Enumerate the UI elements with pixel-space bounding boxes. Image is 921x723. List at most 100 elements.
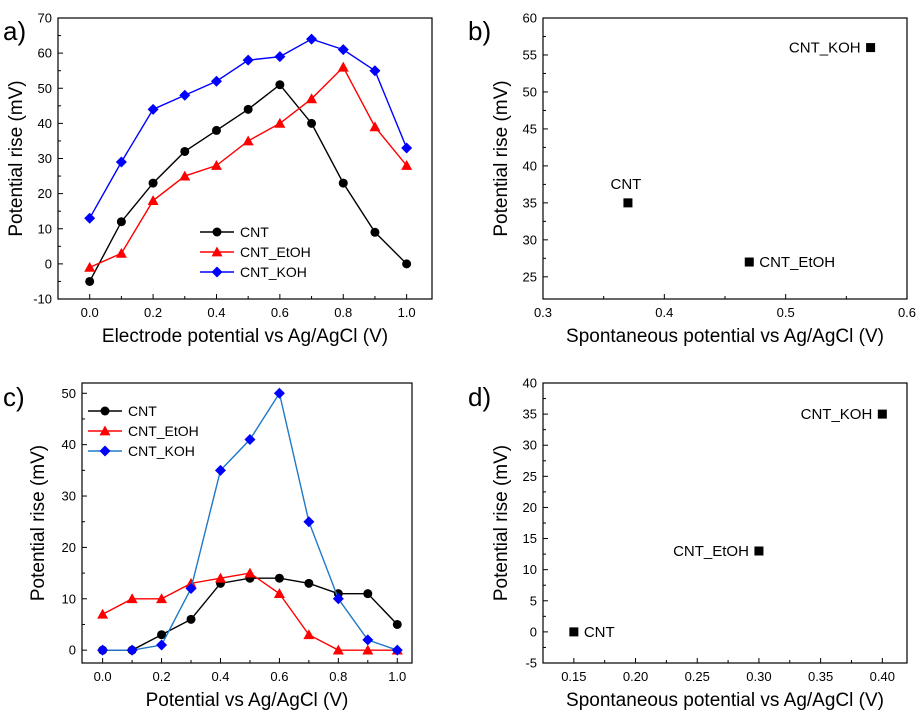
legend-label: CNT <box>240 224 269 240</box>
data-point <box>401 160 413 170</box>
legend-label: CNT_KOH <box>128 443 195 459</box>
x-tick-label: 0.8 <box>334 305 352 320</box>
y-tick-label: 30 <box>523 438 537 453</box>
y-tick-label: 55 <box>523 47 537 62</box>
data-point <box>332 644 344 655</box>
x-tick-label: 0.35 <box>808 669 833 684</box>
data-point <box>362 634 374 646</box>
data-point <box>754 546 764 556</box>
point-label: CNT_KOH <box>789 40 861 57</box>
x-tick-label: 0.40 <box>870 669 895 684</box>
y-tick-label: 50 <box>38 81 52 96</box>
data-point <box>274 51 286 63</box>
series-line <box>89 38 408 219</box>
legend-label: CNT_EtOH <box>128 423 199 439</box>
series-line <box>102 577 398 651</box>
y-tick-label: 0 <box>69 643 76 658</box>
data-point <box>210 160 222 170</box>
data-point <box>744 257 754 267</box>
data-point <box>214 572 226 583</box>
data-point <box>210 75 222 87</box>
y-axis-label: Potential rise (mV) <box>491 80 512 236</box>
legend: CNT CNT_EtOH CNT_KOH <box>200 224 311 280</box>
x-tick-label: 0.2 <box>144 305 162 320</box>
data-point <box>273 588 285 599</box>
y-tick-label: 40 <box>38 116 52 131</box>
y-tick-label: 30 <box>38 151 52 166</box>
x-tick-label: 0.25 <box>685 669 710 684</box>
x-tick-label: 0.6 <box>898 305 916 320</box>
y-tick-label: 35 <box>523 195 537 210</box>
data-point <box>274 573 284 583</box>
series-CNT <box>98 573 402 655</box>
series-line <box>102 572 398 651</box>
series-CNT <box>85 80 412 286</box>
legend-marker <box>99 445 111 457</box>
data-point <box>332 593 344 605</box>
series-CNT_KOH <box>97 387 403 656</box>
y-tick-label: 20 <box>62 540 76 555</box>
panel-1: a) 0.0 0.2 0.4 0.6 0.8 1.0 -10 0 10 20 30 40 50 60 70 El… <box>3 11 433 347</box>
series-CNT_KOH <box>84 33 413 224</box>
y-tick-label: 40 <box>62 437 76 452</box>
data-point <box>623 198 633 208</box>
point-CNT_KOH: CNT_KOH <box>801 406 887 423</box>
data-point <box>97 608 109 619</box>
point-label: CNT <box>611 176 642 193</box>
point-label: CNT <box>584 624 615 641</box>
point-label: CNT_KOH <box>801 406 873 423</box>
data-point <box>363 589 373 599</box>
x-tick-label: 0.0 <box>94 669 112 684</box>
point-CNT: CNT <box>569 624 615 641</box>
y-tick-label: 25 <box>523 469 537 484</box>
data-point <box>179 89 191 101</box>
y-tick-label: 0 <box>530 624 537 639</box>
data-point <box>569 627 579 637</box>
data-point <box>303 629 315 640</box>
point-CNT_EtOH: CNT_EtOH <box>744 254 835 271</box>
y-tick-label: 10 <box>38 221 52 236</box>
plot-frame <box>542 382 908 664</box>
legend-marker <box>212 227 222 237</box>
series-CNT_EtOH <box>84 61 413 272</box>
data-point <box>148 178 158 188</box>
y-tick-label: 10 <box>523 562 537 577</box>
data-point <box>97 644 109 656</box>
data-point <box>304 578 314 588</box>
data-point <box>306 93 318 104</box>
data-point <box>402 259 412 269</box>
legend: CNT CNT_EtOH CNT_KOH <box>88 403 199 459</box>
data-point <box>84 212 96 224</box>
data-point <box>391 644 403 656</box>
data-point <box>211 125 221 135</box>
data-point <box>214 464 226 476</box>
data-point <box>242 54 254 66</box>
legend-marker <box>211 266 223 278</box>
data-point <box>126 644 138 656</box>
data-point <box>180 146 190 156</box>
y-tick-label: 5 <box>530 593 537 608</box>
data-point <box>179 170 191 181</box>
x-axis-label: Potential vs Ag/AgCl (V) <box>146 690 349 711</box>
data-point <box>115 156 127 168</box>
point-label: CNT_EtOH <box>759 254 835 271</box>
data-point <box>370 227 380 237</box>
data-point <box>337 44 349 56</box>
x-tick-label: 0.4 <box>207 305 225 320</box>
data-point <box>84 261 96 272</box>
y-tick-label: 50 <box>523 84 537 99</box>
data-point <box>275 80 285 90</box>
x-tick-label: 0.6 <box>271 305 289 320</box>
point-CNT_KOH: CNT_KOH <box>789 40 876 57</box>
legend-label: CNT_KOH <box>240 264 307 280</box>
point-CNT: CNT <box>611 176 642 208</box>
legend-label: CNT <box>128 403 157 419</box>
y-tick-label: 0 <box>45 256 52 271</box>
data-point <box>147 195 159 206</box>
y-tick-label: 15 <box>523 531 537 546</box>
legend-marker <box>100 406 110 416</box>
data-point <box>369 121 381 132</box>
plot-frame <box>542 17 908 300</box>
x-tick-label: 0.4 <box>211 669 229 684</box>
